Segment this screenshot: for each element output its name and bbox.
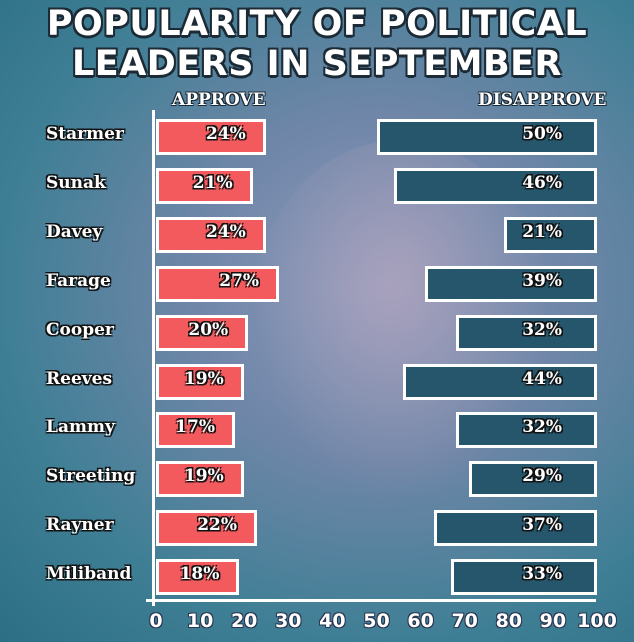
x-axis-line bbox=[146, 599, 596, 602]
y-axis-line bbox=[152, 110, 155, 606]
approve-value-label: 18% bbox=[179, 564, 220, 585]
approve-bar bbox=[156, 412, 235, 449]
category-label: Streeting bbox=[46, 466, 136, 487]
category-label: Miliband bbox=[46, 564, 132, 585]
approve-value-label: 24% bbox=[206, 221, 246, 242]
disapprove-value-label: 46% bbox=[522, 172, 562, 193]
approve-bar bbox=[156, 216, 266, 253]
x-tick-label: 20 bbox=[230, 610, 258, 632]
approve-bar bbox=[156, 314, 249, 351]
disapprove-value-label: 39% bbox=[522, 270, 562, 291]
approve-value-label: 19% bbox=[183, 466, 224, 487]
x-tick-label: 30 bbox=[275, 610, 302, 632]
disapprove-bar bbox=[455, 314, 597, 351]
disapprove-bar bbox=[376, 119, 597, 155]
x-tick-label: 90 bbox=[539, 610, 567, 632]
x-tick-label: 0 bbox=[149, 610, 163, 632]
category-label: Davey bbox=[46, 221, 103, 242]
approve-value-label: 20% bbox=[188, 319, 229, 340]
disapprove-value-label: 21% bbox=[522, 221, 562, 242]
disapprove-bar bbox=[455, 412, 597, 449]
x-tick-label: 100 bbox=[577, 610, 617, 632]
x-tick-label: 60 bbox=[407, 610, 434, 632]
disapprove-value-label: 44% bbox=[522, 368, 562, 389]
approve-bar bbox=[156, 119, 266, 155]
approve-value-label: 27% bbox=[219, 270, 260, 291]
x-tick-label: 70 bbox=[451, 610, 478, 632]
approve-value-label: 22% bbox=[197, 515, 238, 536]
disapprove-bar bbox=[469, 461, 597, 498]
approve-header: APPROVE bbox=[172, 90, 266, 110]
disapprove-value-label: 32% bbox=[522, 319, 562, 340]
approve-bar bbox=[156, 167, 253, 204]
disapprove-bar bbox=[394, 167, 597, 204]
x-tick-label: 80 bbox=[495, 610, 523, 632]
category-label: Sunak bbox=[46, 172, 106, 193]
disapprove-value-label: 37% bbox=[522, 515, 562, 536]
disapprove-header: DISAPPROVE bbox=[478, 90, 607, 110]
category-label: Rayner bbox=[46, 515, 114, 536]
chart-title-line-2: LEADERS IN SEPTEMBER bbox=[71, 44, 563, 84]
category-label: Cooper bbox=[46, 319, 114, 340]
approve-bar bbox=[156, 363, 244, 400]
disapprove-value-label: 32% bbox=[522, 417, 562, 438]
approve-bar bbox=[156, 265, 280, 302]
disapprove-bar bbox=[402, 363, 597, 400]
category-label: Reeves bbox=[46, 368, 113, 389]
x-tick-label: 50 bbox=[363, 610, 390, 632]
approve-value-label: 21% bbox=[192, 172, 233, 193]
disapprove-bar bbox=[433, 510, 597, 547]
disapprove-bar bbox=[504, 216, 597, 253]
category-label: Lammy bbox=[46, 417, 115, 438]
approve-value-label: 17% bbox=[175, 417, 215, 438]
approve-bar bbox=[156, 510, 258, 547]
disapprove-bar bbox=[425, 265, 597, 302]
approve-value-label: 24% bbox=[206, 124, 246, 144]
category-label: Starmer bbox=[46, 124, 124, 144]
approve-value-label: 19% bbox=[183, 368, 224, 389]
disapprove-value-label: 50% bbox=[522, 124, 562, 144]
approve-bar bbox=[156, 559, 240, 596]
approve-bar bbox=[156, 461, 244, 498]
disapprove-value-label: 33% bbox=[522, 564, 562, 585]
x-tick-label: 40 bbox=[319, 610, 346, 632]
chart-title-line-1: POPULARITY OF POLITICAL bbox=[46, 4, 588, 44]
disapprove-bar bbox=[451, 559, 597, 596]
disapprove-value-label: 29% bbox=[522, 466, 562, 487]
category-label: Farage bbox=[46, 270, 111, 291]
x-tick-label: 10 bbox=[186, 610, 214, 632]
